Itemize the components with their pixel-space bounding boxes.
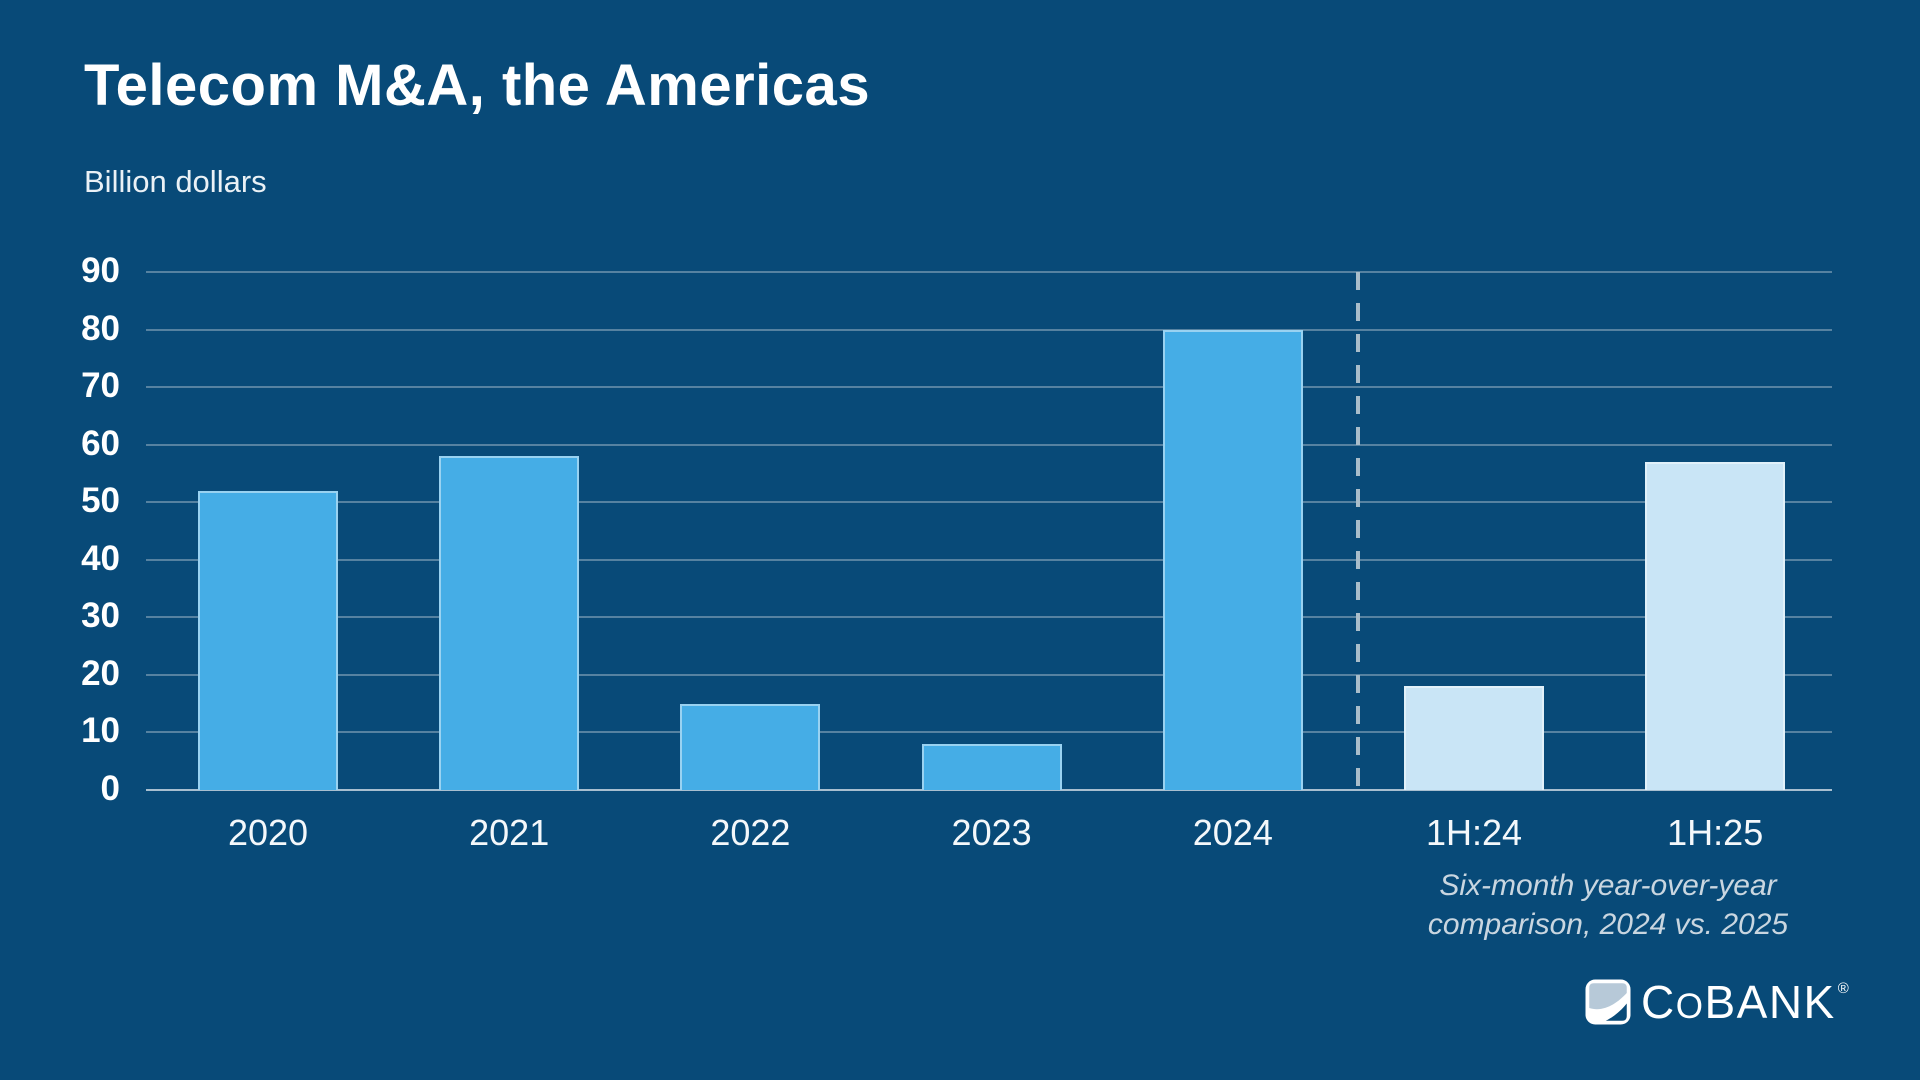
annotation-line-1: Six-month year-over-year [1439,869,1777,902]
cobank-logo-text: C O BANK ® [1641,979,1850,1025]
x-axis-label-2021: 2021 [469,812,550,853]
bar-2022 [680,703,821,790]
x-axis-label-2022: 2022 [710,812,791,853]
annotation-line-2: comparison, 2024 vs. 2025 [1427,908,1789,941]
logo-letter-o: O [1675,987,1705,1026]
x-axis-label-2020: 2020 [227,812,309,853]
comparison-divider-line [1356,272,1360,790]
x-axis-label-1H-24: 1H:24 [1425,812,1523,853]
bar-1H-25 [1645,461,1786,790]
bar-2023 [921,743,1062,790]
bar-2024 [1162,329,1303,790]
logo-letter-c: C [1641,976,1676,1028]
y-tick-label-90: 90 [81,251,120,291]
y-gridline-50 [146,501,1832,504]
y-tick-label-0: 0 [100,769,120,809]
x-axis-label-2023: 2023 [951,812,1032,853]
y-gridline-30 [146,616,1832,619]
page-title: Telecom M&A, the Americas [84,53,871,118]
y-tick-label-30: 30 [81,596,120,636]
y-tick-label-60: 60 [81,423,120,463]
units-label: Billion dollars [84,164,267,199]
logo-letters-bank: BANK [1704,976,1836,1028]
y-gridline-60 [146,443,1832,446]
bar-1H-24 [1404,686,1544,790]
x-axis-label-1H-25: 1H:25 [1667,812,1764,853]
y-tick-label-70: 70 [81,366,120,406]
y-gridline-40 [146,558,1832,561]
y-gridline-70 [146,386,1832,389]
bar-2020 [198,490,338,790]
y-tick-label-50: 50 [81,481,120,521]
comparison-annotation: Six-month year-over-year comparison, 202… [1358,866,1858,944]
cobank-logo-icon [1585,979,1631,1025]
x-axis-baseline [146,789,1832,791]
registered-mark: ® [1837,980,1851,997]
y-gridline-10 [146,731,1832,734]
y-gridline-90 [146,271,1832,273]
y-gridline-20 [146,673,1832,676]
y-tick-label-40: 40 [81,538,120,578]
cobank-logo: C O BANK ® [1584,978,1850,1026]
y-tick-label-80: 80 [81,308,120,348]
y-tick-label-20: 20 [81,653,120,693]
y-gridline-80 [146,328,1832,331]
y-tick-label-10: 10 [81,711,120,751]
bar-2021 [439,456,580,790]
x-axis-label-2024: 2024 [1192,812,1273,853]
